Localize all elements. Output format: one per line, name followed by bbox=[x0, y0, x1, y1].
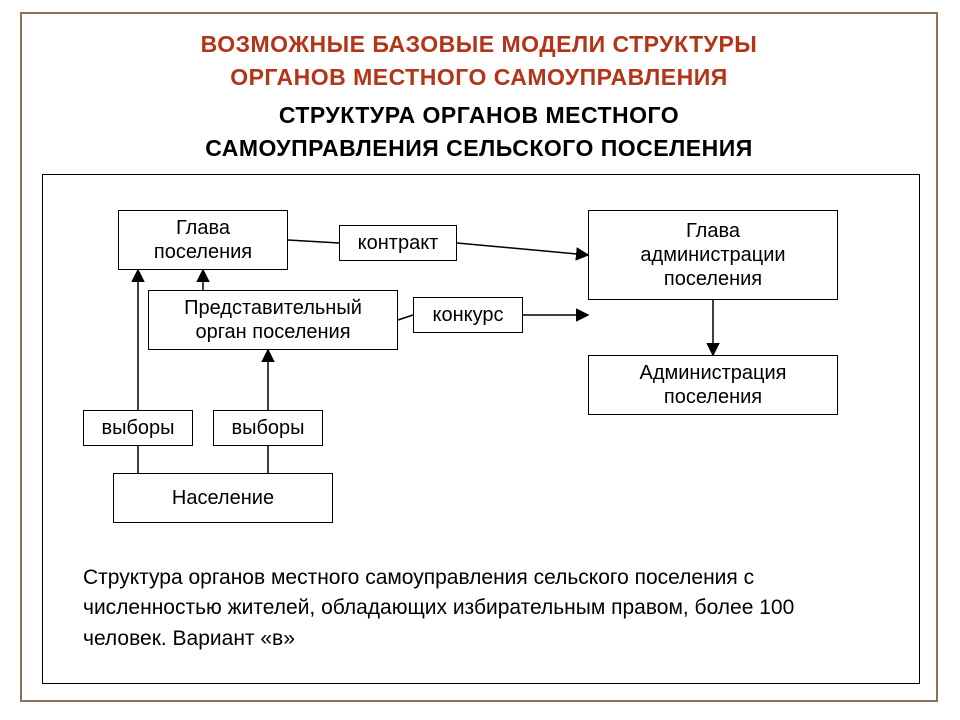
node-contract: контракт bbox=[339, 225, 457, 261]
node-elect1: выборы bbox=[83, 410, 193, 446]
outer-frame: ВОЗМОЖНЫЕ БАЗОВЫЕ МОДЕЛИ СТРУКТУРЫ ОРГАН… bbox=[20, 12, 938, 702]
title-sub: СТРУКТУРА ОРГАНОВ МЕСТНОГО САМОУПРАВЛЕНИ… bbox=[22, 99, 936, 166]
node-rep: Представительныйорган поселения bbox=[148, 290, 398, 350]
caption-text: Структура органов местного самоуправлени… bbox=[83, 563, 883, 654]
title-accent: ВОЗМОЖНЫЕ БАЗОВЫЕ МОДЕЛИ СТРУКТУРЫ ОРГАН… bbox=[22, 28, 936, 95]
title-line-3: СТРУКТУРА ОРГАНОВ МЕСТНОГО bbox=[279, 102, 679, 128]
edge-head-contract bbox=[288, 240, 339, 243]
node-pop: Население bbox=[113, 473, 333, 523]
node-contest: конкурс bbox=[413, 297, 523, 333]
node-admin: Администрацияпоселения bbox=[588, 355, 838, 415]
title-line-1: ВОЗМОЖНЫЕ БАЗОВЫЕ МОДЕЛИ СТРУКТУРЫ bbox=[201, 31, 758, 57]
edge-rep-contest bbox=[398, 315, 413, 320]
title-line-4: САМОУПРАВЛЕНИЯ СЕЛЬСКОГО ПОСЕЛЕНИЯ bbox=[205, 135, 753, 161]
edge-contract-admin_head bbox=[457, 243, 588, 255]
title-line-2: ОРГАНОВ МЕСТНОГО САМОУПРАВЛЕНИЯ bbox=[230, 64, 728, 90]
node-head: Главапоселения bbox=[118, 210, 288, 270]
diagram-frame: Структура органов местного самоуправлени… bbox=[42, 174, 920, 684]
node-elect2: выборы bbox=[213, 410, 323, 446]
node-admin_head: Главаадминистрациипоселения bbox=[588, 210, 838, 300]
